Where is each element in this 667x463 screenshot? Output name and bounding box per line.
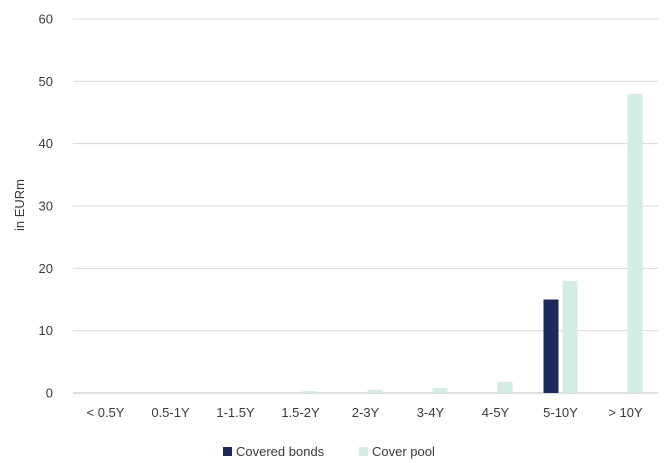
bars xyxy=(302,93,643,394)
x-tick-label: < 0.5Y xyxy=(87,405,125,420)
gridlines xyxy=(73,18,658,394)
y-axis-title: in EURm xyxy=(12,179,27,231)
legend-label: Covered bonds xyxy=(236,444,325,459)
bar-cover-pool-6 xyxy=(497,381,513,393)
x-tick-labels: < 0.5Y 0.5-1Y 1-1.5Y 1.5-2Y 2-3Y 3-4Y 4-5Y 5-10… xyxy=(87,405,643,420)
bar-covered-bonds-7 xyxy=(543,299,559,393)
y-tick-label: 50 xyxy=(39,74,53,89)
x-tick-label: 5-10Y xyxy=(543,405,578,420)
y-tick-label: 20 xyxy=(39,261,53,276)
x-tick-label: 1-1.5Y xyxy=(216,405,255,420)
legend-swatch xyxy=(359,447,368,456)
bar-cover-pool-5 xyxy=(432,388,448,393)
x-tick-label: > 10Y xyxy=(608,405,643,420)
legend: Covered bonds Cover pool xyxy=(223,444,435,459)
bar-cover-pool-8 xyxy=(627,93,643,394)
x-tick-label: 4-5Y xyxy=(482,405,510,420)
x-tick-label: 1.5-2Y xyxy=(281,405,320,420)
bar-cover-pool-7 xyxy=(562,280,578,393)
legend-label: Cover pool xyxy=(372,444,435,459)
y-tick-label: 30 xyxy=(39,199,53,214)
y-tick-label: 60 xyxy=(39,12,53,27)
legend-swatch xyxy=(223,447,232,456)
y-tick-labels: 0 10 20 30 40 50 60 xyxy=(39,12,53,401)
bar-cover-pool-3 xyxy=(302,391,318,393)
y-tick-label: 0 xyxy=(46,386,53,401)
x-tick-label: 2-3Y xyxy=(352,405,380,420)
x-tick-label: 0.5-1Y xyxy=(151,405,190,420)
x-tick-label: 3-4Y xyxy=(417,405,445,420)
y-tick-label: 40 xyxy=(39,136,53,151)
y-tick-label: 10 xyxy=(39,323,53,338)
bar-cover-pool-4 xyxy=(367,389,383,393)
